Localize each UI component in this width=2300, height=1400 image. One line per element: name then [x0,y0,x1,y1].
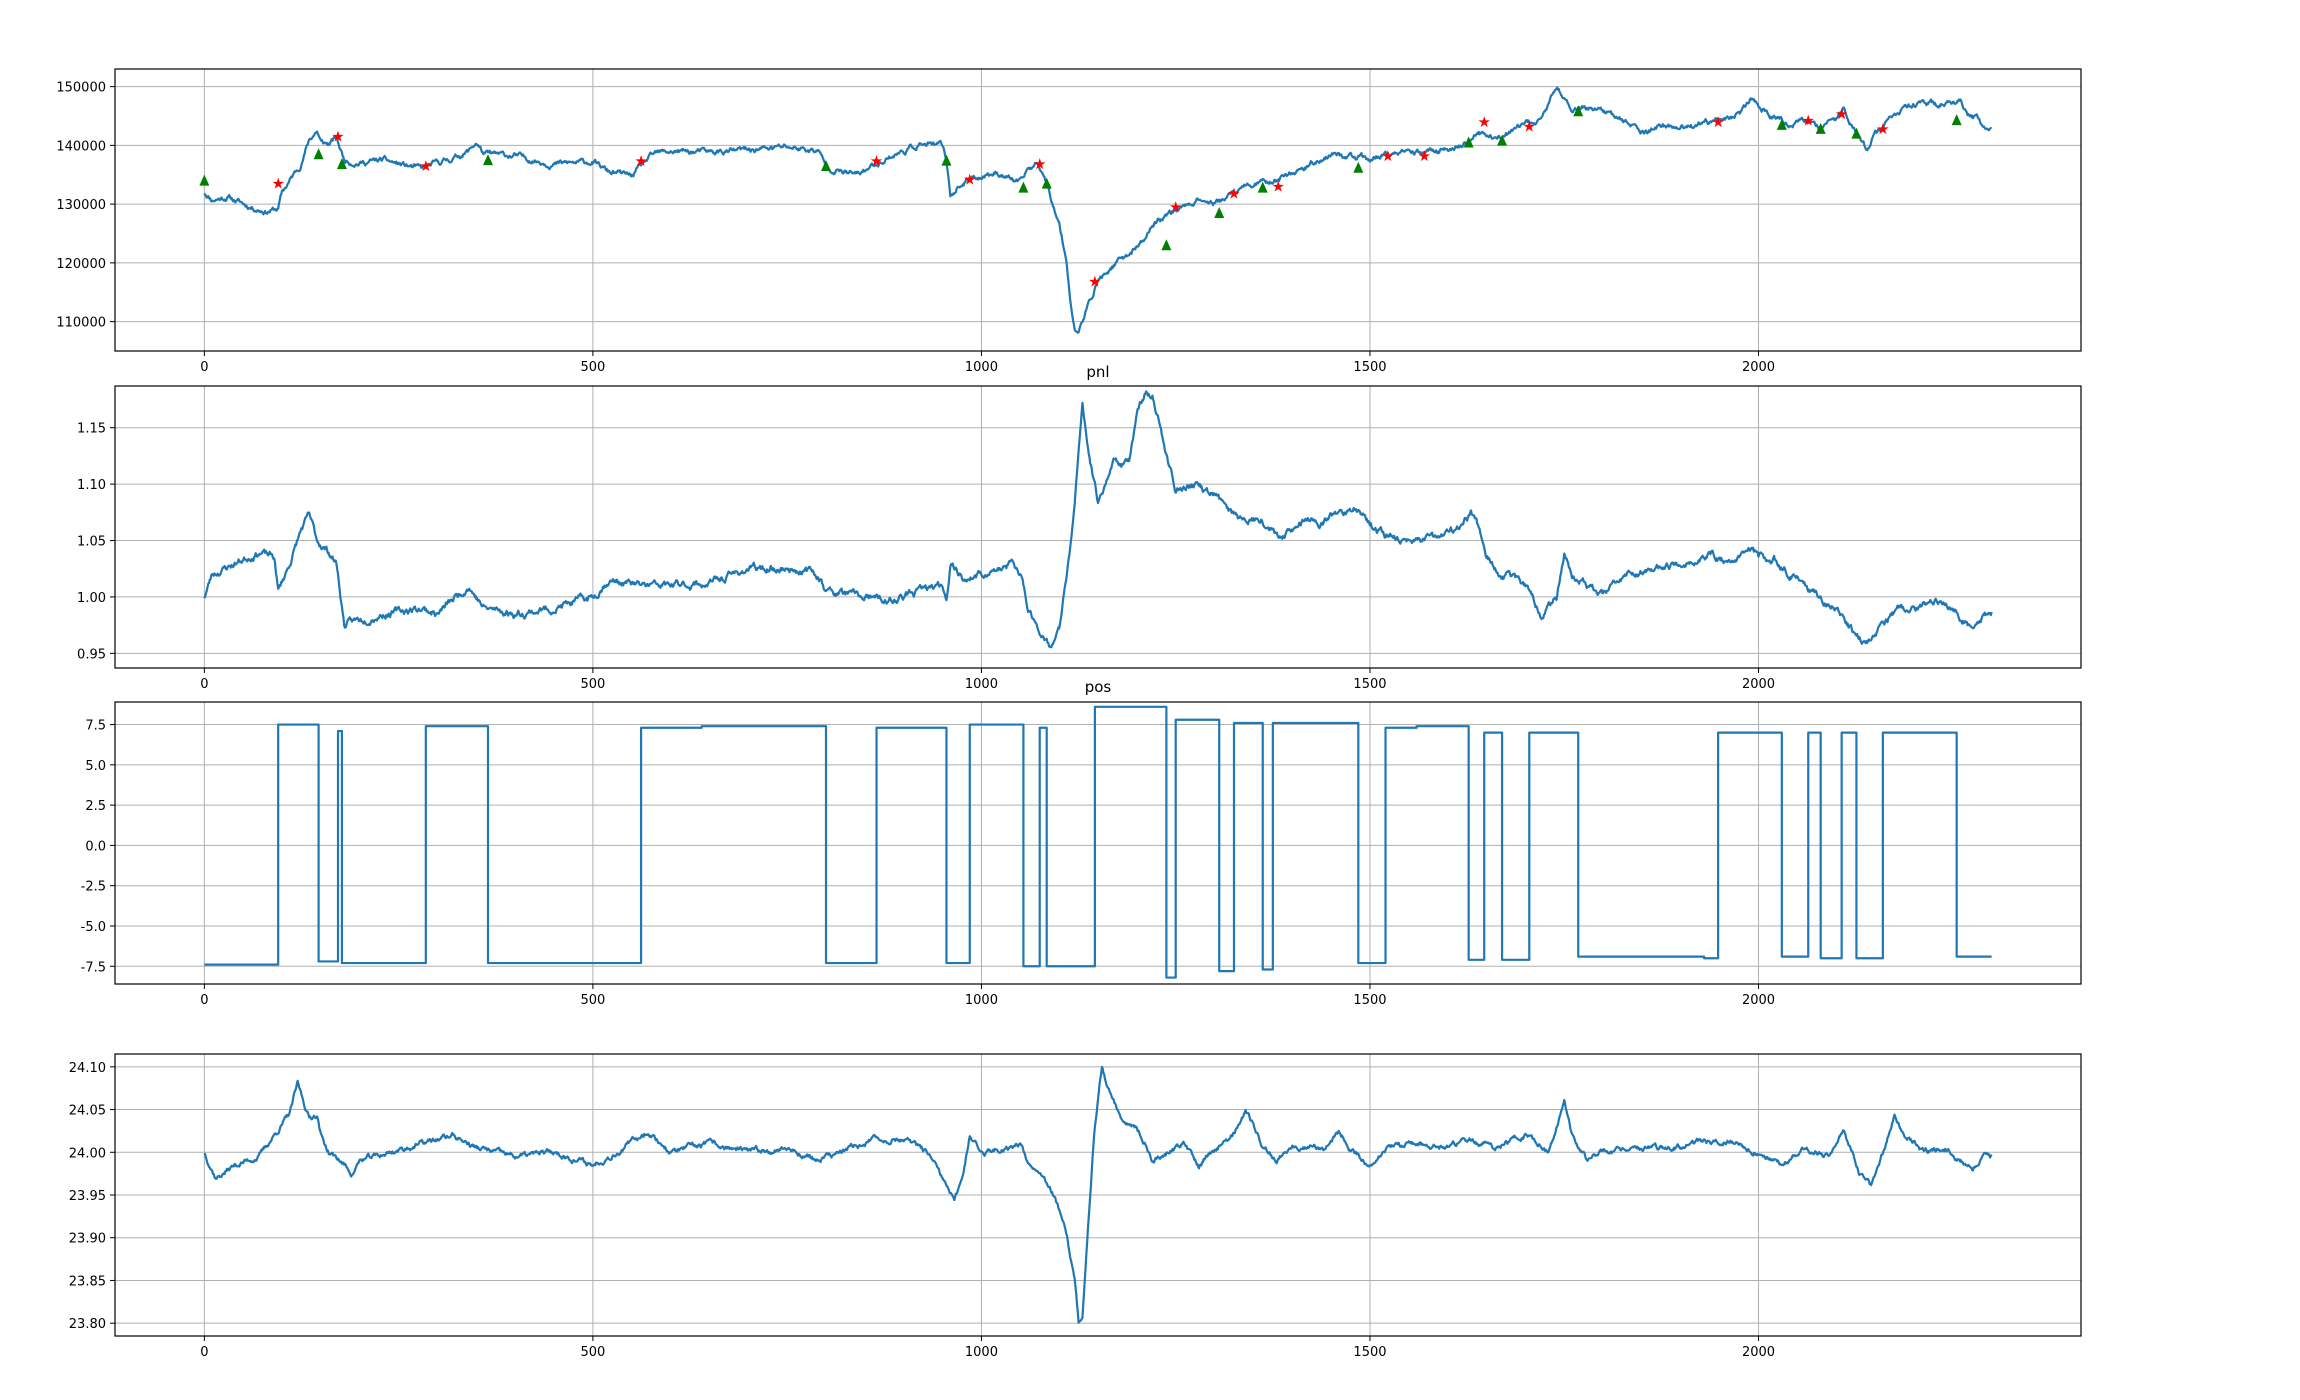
sell-marker: ★ [1381,147,1394,165]
buy-marker [1463,136,1474,148]
buy-marker [1161,239,1172,251]
price-series-line [203,86,1992,334]
buy-marker [336,158,347,170]
sell-marker: ★ [1523,118,1536,136]
buy-marker [1041,177,1052,189]
y-tick-label: 24.05 [69,1104,106,1119]
buy-marker [941,154,952,166]
x-tick-label: 1500 [1353,1345,1386,1360]
y-tick-label: 1.10 [77,478,106,493]
x-tick-label: 500 [580,993,605,1008]
x-tick-label: 1500 [1353,677,1386,692]
y-tick-label: 23.85 [69,1274,106,1289]
y-tick-label: -7.5 [81,960,106,975]
y-tick-label: 1.05 [77,535,106,550]
y-tick-label: -2.5 [81,880,106,895]
pos-series-line [204,705,1992,979]
x-tick-label: 0 [200,993,208,1008]
x-tick-label: 500 [580,677,605,692]
sell-marker: ★ [1272,178,1285,196]
buy-marker [821,159,832,171]
sell-marker: ★ [419,157,432,175]
sell-marker: ★ [1033,155,1046,173]
buy-marker [1776,118,1787,130]
sell-marker: ★ [634,152,647,170]
sell-marker: ★ [271,175,284,193]
sell-marker: ★ [1088,273,1101,291]
x-tick-label: 1500 [1353,360,1386,375]
y-tick-label: 23.90 [69,1232,106,1247]
buy-marker [1353,161,1364,173]
y-tick-label: -5.0 [81,920,106,935]
x-tick-label: 1000 [965,1345,998,1360]
buy-marker [1497,134,1508,146]
x-tick-label: 2000 [1742,677,1775,692]
buy-marker [1018,181,1029,193]
buy-marker [1214,206,1225,218]
sell-marker: ★ [1418,147,1431,165]
x-tick-label: 2000 [1742,993,1775,1008]
x-tick-label: 500 [580,360,605,375]
axes-frame [114,68,2082,352]
y-tick-label: 0.95 [77,647,106,662]
x-tick-label: 1000 [965,677,998,692]
sell-marker: ★ [1802,112,1815,130]
y-tick-label: 5.0 [85,759,106,774]
y-tick-label: 130000 [56,198,106,213]
pnl-panel: 0 500 1000 1500 2000 0.95 1.00 1.05 1.10 1.15 [77,385,2082,692]
x-tick-label: 1000 [965,993,998,1008]
buy-marker [1815,122,1826,134]
x-tick-label: 2000 [1742,1345,1775,1360]
sell-marker: ★ [1477,113,1490,131]
pnl-series-line [203,390,1993,649]
x-tick-label: 0 [200,1345,208,1360]
y-tick-label: 140000 [56,139,106,154]
pos-panel-title: pos [1085,678,1112,696]
buy-marker [313,148,324,160]
axes-frame [114,701,2082,985]
pnl-panel-title: pnl [1086,363,1109,381]
y-tick-label: 23.80 [69,1317,106,1332]
sell-marker: ★ [1835,105,1848,123]
x-tick-label: 0 [200,360,208,375]
sell-marker: ★ [963,170,976,188]
sell-marker: ★ [1169,198,1182,216]
price-panel: ★ ★ ★ ★ ★ ★ ★ ★ ★ ★ ★ ★ ★ ★ ★ ★ ★ ★ ★ 0 500 1000 1500 2000 11000… [56,68,2082,375]
x-tick-label: 2000 [1742,360,1775,375]
y-tick-label: 7.5 [85,719,106,734]
y-tick-label: 120000 [56,257,106,272]
y-tick-label: 24.00 [69,1146,106,1161]
sell-marker: ★ [1227,185,1240,203]
buy-marker [199,174,210,186]
axes-frame [114,385,2082,669]
spread-series-line [203,1065,1993,1324]
sell-marker: ★ [331,128,344,146]
x-tick-label: 500 [580,1345,605,1360]
buy-marker [1573,105,1584,117]
y-tick-label: 1.15 [77,422,106,437]
y-tick-label: 23.95 [69,1189,106,1204]
x-tick-label: 0 [200,677,208,692]
pos-panel: 0 500 1000 1500 2000 -7.5 -5.0 -2.5 0.0 2.5 5.0 7.5 [81,701,2082,1008]
sell-marker: ★ [870,152,883,170]
y-tick-label: 24.10 [69,1061,106,1076]
x-tick-label: 1500 [1353,993,1386,1008]
buy-marker [1951,114,1962,126]
y-tick-label: 150000 [56,81,106,96]
x-tick-label: 1000 [965,360,998,375]
y-tick-label: 110000 [56,316,106,331]
sell-marker: ★ [1876,120,1889,138]
buy-marker [1851,127,1862,139]
y-tick-label: 2.5 [85,799,106,814]
buy-marker [482,154,493,166]
y-tick-label: 1.00 [77,591,106,606]
buy-marker [1257,181,1268,193]
sell-marker: ★ [1711,113,1724,131]
spread-panel: 0 500 1000 1500 2000 23.80 23.85 23.90 23.95 24.0… [69,1053,2082,1360]
y-tick-label: 0.0 [85,839,106,854]
